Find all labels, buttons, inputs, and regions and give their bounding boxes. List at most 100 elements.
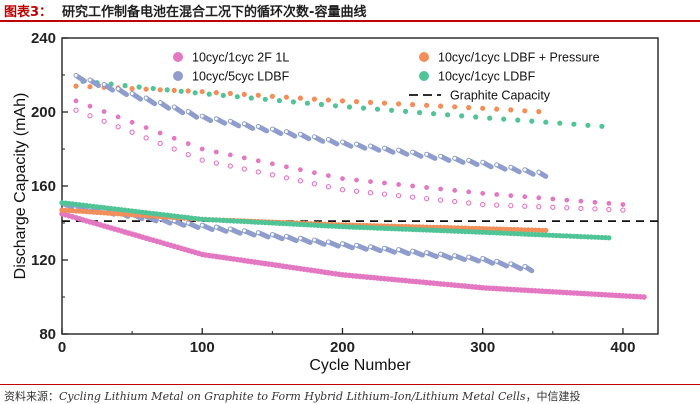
blue-upper-segment — [101, 81, 115, 93]
orange-upper-point — [297, 95, 304, 101]
pink-upper-point — [157, 130, 163, 136]
orange-upper-point — [87, 84, 93, 90]
pink-upper-point — [382, 180, 387, 186]
blue-upper-segment-highlight — [439, 154, 443, 158]
blue-bottom-band-segment — [382, 245, 397, 255]
blue-bottom-band-segment — [368, 244, 383, 254]
green-upper-point — [445, 112, 451, 118]
pink-lower-point — [550, 204, 556, 210]
green-upper-point — [459, 113, 465, 119]
pink-lower-point — [227, 163, 233, 169]
y-tick-label: 200 — [31, 104, 56, 121]
blue-upper-segment — [452, 155, 466, 165]
orange-upper-point — [171, 87, 177, 93]
blue-bottom-band-segment-highlight — [383, 246, 386, 250]
pink-lower-point — [185, 151, 191, 158]
blue-upper-segment — [410, 149, 424, 159]
blue-upper-segment-highlight — [326, 137, 330, 141]
blue-upper-segment-highlight — [537, 170, 541, 174]
orange-upper-point — [129, 85, 135, 92]
pink-lower-point — [129, 129, 135, 135]
blue-upper-segment — [311, 134, 326, 144]
legend-label-0: 10cyc/1cyc 2F 1L — [192, 51, 289, 65]
green-upper-point — [206, 91, 212, 97]
blue-upper-segment-highlight — [284, 130, 288, 134]
blue-upper-segment — [73, 72, 87, 84]
pink-lower-point — [269, 172, 276, 178]
green-upper-point — [501, 116, 507, 122]
green-upper-point — [122, 82, 128, 89]
blue-upper-segment-highlight — [509, 165, 513, 169]
orange-upper-point — [452, 104, 458, 110]
blue-upper-segment — [424, 151, 438, 161]
blue-upper-segment — [508, 164, 522, 175]
blue-upper-segment-highlight — [355, 142, 358, 146]
blue-upper-segment-highlight — [116, 87, 120, 91]
orange-upper-point — [522, 108, 528, 114]
y-tick-label: 120 — [31, 252, 56, 269]
blue-upper-segment-highlight — [102, 82, 106, 86]
green-upper-point — [599, 123, 605, 129]
orange-upper-point — [536, 108, 542, 115]
green-upper-point — [276, 97, 283, 104]
orange-bottom-band-point — [543, 227, 549, 233]
pink-upper-point — [241, 155, 247, 161]
blue-bottom-band-segment-highlight — [439, 252, 443, 256]
blue-bottom-band-segment — [396, 247, 411, 257]
blue-upper-segment — [466, 157, 480, 167]
x-tick-label: 400 — [610, 339, 635, 356]
legend-label-graphite: Graphite Capacity — [450, 89, 551, 103]
orange-upper-point — [73, 83, 79, 89]
orange-upper-point — [438, 103, 444, 109]
plot-area — [61, 37, 659, 335]
pink-upper-point — [424, 185, 429, 190]
pink-upper-point — [269, 161, 275, 167]
blue-upper-segment — [213, 116, 228, 126]
pink-upper-point — [508, 193, 514, 198]
source-suffix: ，中信建投 — [525, 390, 581, 403]
blue-bottom-band-segment — [438, 251, 453, 261]
blue-upper-segment-highlight — [411, 150, 415, 154]
pink-lower-point — [564, 205, 570, 211]
legend-marker-1 — [173, 71, 183, 81]
pink-lower-point — [143, 135, 149, 141]
blue-upper-segment — [241, 121, 256, 131]
orange-upper-point — [185, 88, 191, 94]
blue-upper-segment — [87, 77, 101, 89]
orange-upper-point — [339, 98, 346, 104]
pink-upper-point — [87, 103, 93, 109]
blue-bottom-band-segment-highlight — [397, 248, 401, 252]
blue-bottom-band-segment — [255, 230, 271, 240]
orange-upper-point — [157, 87, 163, 93]
green-upper-point — [234, 94, 240, 100]
blue-bottom-band-segment-highlight — [425, 251, 429, 255]
blue-bottom-band-segment — [480, 256, 495, 266]
green-upper-point — [262, 96, 268, 102]
blue-bottom-band-segment — [227, 226, 243, 236]
blue-upper-segment-highlight — [214, 117, 218, 121]
pink-upper-point — [283, 164, 289, 170]
blue-bottom-band-segment-highlight — [312, 238, 316, 242]
pink-upper-point — [620, 202, 626, 207]
blue-upper-segment — [297, 131, 312, 142]
blue-bottom-band-segment-highlight — [228, 227, 232, 231]
orange-upper-point — [424, 102, 430, 108]
pink-upper-point — [340, 176, 345, 181]
green-upper-point — [220, 92, 226, 98]
blue-bottom-band-segment-highlight — [298, 236, 302, 240]
blue-upper-segment-highlight — [74, 73, 78, 77]
blue-bottom-band-segment-highlight — [200, 223, 204, 227]
blue-upper-segment — [325, 136, 340, 147]
green-upper-point — [164, 87, 170, 93]
orange-upper-point — [199, 89, 205, 95]
green-upper-point — [332, 103, 339, 109]
pink-lower-point — [115, 124, 121, 130]
y-axis-label: Discharge Capacity (mAh) — [12, 93, 29, 280]
pink-upper-point — [325, 173, 331, 178]
y-tick-label: 160 — [31, 178, 56, 195]
pink-lower-point — [423, 195, 430, 202]
data-points — [59, 72, 658, 300]
pink-upper-point — [129, 119, 135, 125]
blue-bottom-band-segment — [340, 241, 355, 251]
blue-upper-segment-highlight — [88, 78, 92, 82]
